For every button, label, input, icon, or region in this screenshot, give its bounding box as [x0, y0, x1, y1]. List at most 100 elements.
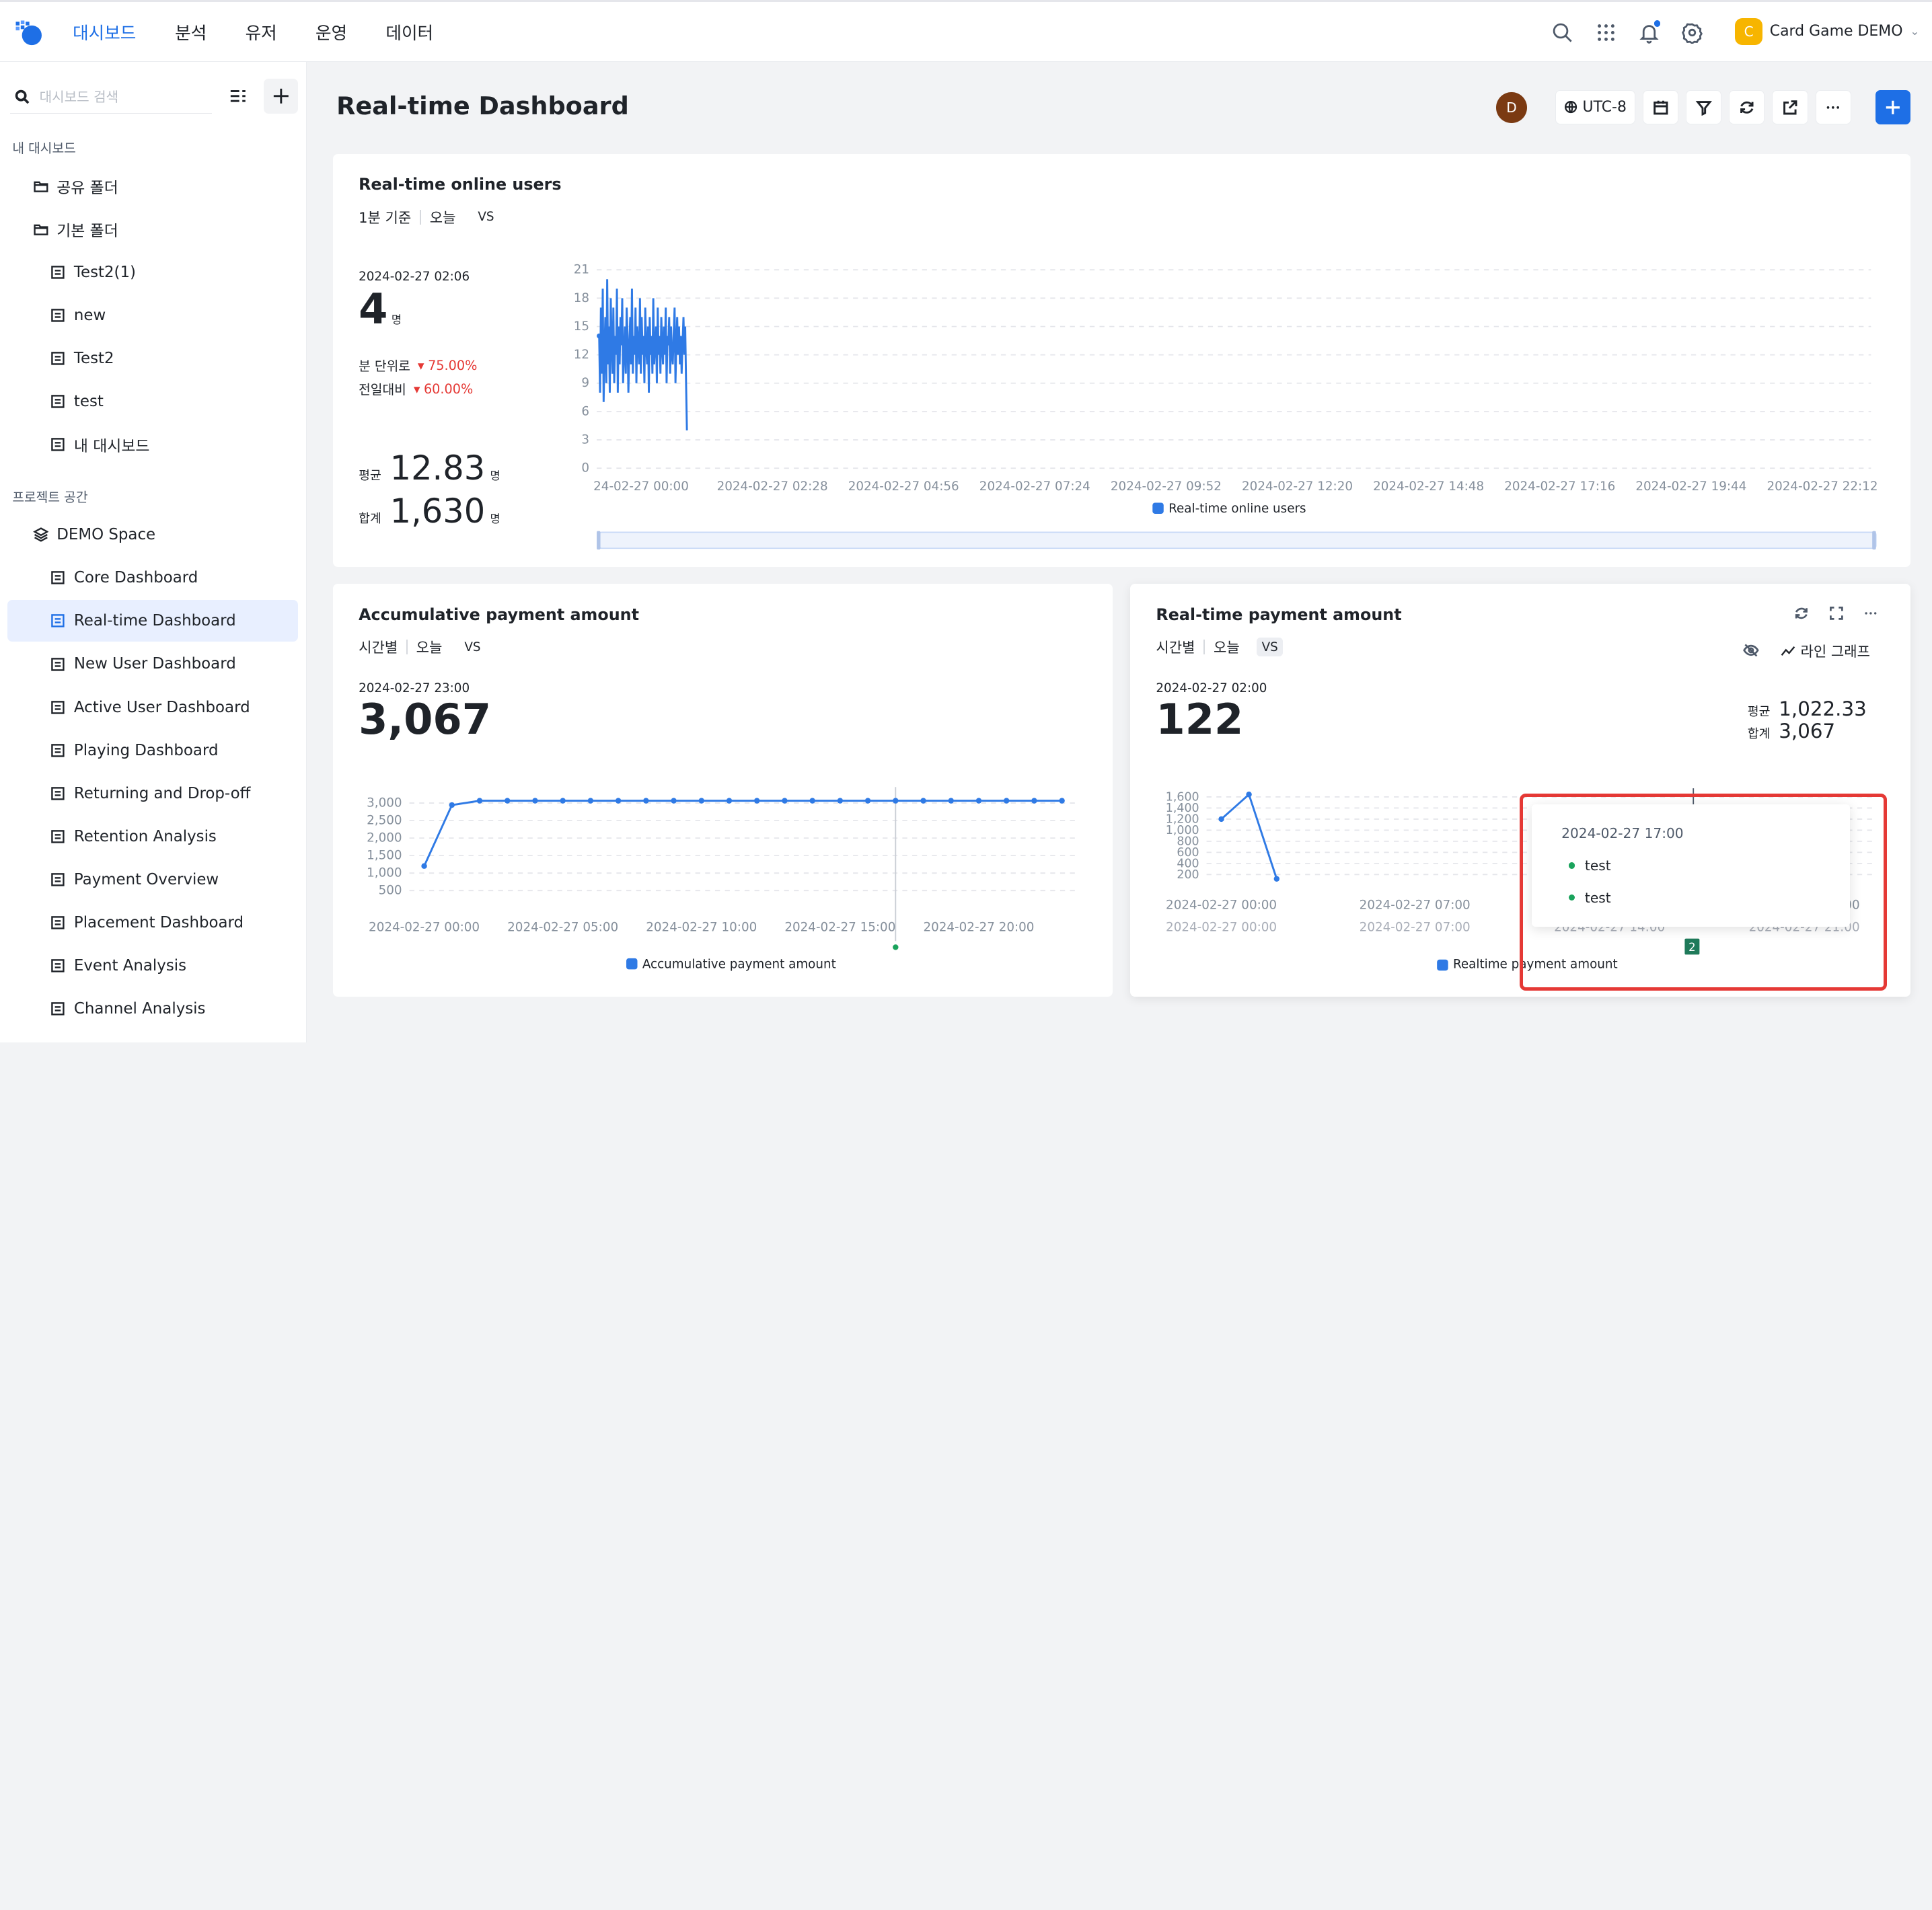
more-horizontal-icon[interactable] — [1861, 604, 1880, 623]
sidebar-item-project-9[interactable]: Event Analysis — [7, 945, 298, 987]
data-point — [560, 798, 566, 804]
calendar-button[interactable] — [1643, 89, 1679, 125]
y-tick-label: 12 — [573, 348, 589, 362]
series-start-point — [596, 333, 602, 339]
sidebar-item-project-1[interactable]: Real-time Dashboard — [7, 600, 299, 642]
project-name: Card Game DEMO — [1769, 23, 1903, 40]
sidebar-item-project-2[interactable]: New User Dashboard — [7, 643, 298, 685]
x-tick-label: 2024-02-27 00:00 — [1166, 899, 1277, 913]
app-root: 대시보드 분석 유저 운영 데이터 C Card Game DEMO ⌄ — [0, 0, 1932, 1042]
sidebar-item-my-0[interactable]: 공유 폴더 — [7, 165, 298, 206]
y-tick-label: 1,400 — [1166, 802, 1199, 815]
x-tick-label: 2024-02-27 00:00 — [369, 921, 480, 935]
legend-label: Accumulative payment amount — [642, 958, 835, 972]
chevron-down-icon: ⌄ — [1910, 25, 1920, 38]
sidebar-item-project-3[interactable]: Active User Dashboard — [7, 686, 298, 728]
search-icon[interactable] — [1551, 20, 1575, 45]
sidebar-item-project-8[interactable]: Placement Dashboard — [7, 902, 298, 944]
sidebar-item-project-0[interactable]: Core Dashboard — [7, 557, 298, 599]
interval-filter[interactable]: 시간별 — [359, 639, 398, 656]
nav-analysis[interactable]: 분석 — [175, 23, 207, 44]
project-selector[interactable]: C Card Game DEMO ⌄ — [1735, 17, 1920, 46]
dashboard-search-input[interactable] — [39, 89, 200, 106]
apps-grid-icon[interactable] — [1594, 20, 1619, 45]
latest-timestamp: 2024-02-27 02:06 — [359, 270, 470, 284]
line-graph-toggle[interactable]: 라인 그래프 — [1781, 641, 1870, 661]
y-tick-label: 600 — [1177, 846, 1199, 860]
interval-filter[interactable]: 시간별 — [1156, 639, 1195, 656]
day-comparison: 전일대비 ▾ 60.00% — [359, 381, 474, 398]
highlight-box — [1519, 793, 1887, 991]
bell-icon[interactable] — [1637, 20, 1662, 45]
x-tick-label: 24-02-27 00:00 — [593, 480, 689, 494]
fullscreen-icon[interactable] — [1826, 604, 1846, 623]
nav-operations[interactable]: 운영 — [315, 23, 348, 44]
interval-filter[interactable]: 1분 기준 — [359, 208, 412, 226]
sidebar-item-my-1[interactable]: 기본 폴더 — [7, 208, 298, 250]
refresh-icon[interactable] — [1792, 604, 1812, 623]
y-tick-label: 1,000 — [1166, 824, 1199, 837]
app-logo[interactable] — [12, 17, 44, 49]
x-tick-label-compare: 2024-02-27 07:00 — [1360, 921, 1471, 935]
data-point — [975, 798, 981, 804]
y-tick-label: 1,500 — [367, 849, 402, 863]
add-widget-button[interactable] — [1875, 89, 1910, 125]
sidebar-item-my-3[interactable]: new — [7, 295, 298, 336]
nav-dashboard[interactable]: 대시보드 — [73, 23, 137, 44]
dashboard-icon — [49, 957, 67, 975]
sidebar-item-my-4[interactable]: Test2 — [7, 338, 298, 379]
filter-button[interactable] — [1686, 89, 1722, 125]
card-title: Real-time payment amount — [1156, 605, 1402, 624]
compare-vs-toggle[interactable]: VS — [464, 640, 481, 654]
sidebar-item-project-4[interactable]: Playing Dashboard — [7, 730, 298, 771]
compare-vs-toggle[interactable]: VS — [478, 210, 494, 225]
range-slider-handle — [596, 531, 601, 550]
y-tick-label: 3 — [581, 433, 589, 447]
day-filter[interactable]: 오늘 — [1213, 639, 1240, 656]
tooltip-row: test — [1569, 890, 1611, 906]
dashboard-icon — [49, 307, 67, 324]
nav-data[interactable]: 데이터 — [385, 23, 434, 44]
y-tick-label: 0 — [581, 461, 589, 475]
x-tick-label: 2024-02-27 20:00 — [923, 921, 1034, 935]
dashboard-icon — [49, 871, 67, 888]
page-title: Real-time Dashboard — [336, 91, 629, 120]
y-tick-label: 1,200 — [1166, 813, 1199, 827]
sidebar-item-project-5[interactable]: Returning and Drop-off — [7, 773, 298, 814]
sidebar-item-my-5[interactable]: test — [7, 381, 298, 422]
accumulative-payment-chart[interactable]: 500 1,000 1,500 2,000 2,500 3,000 2024-02-27 0… — [333, 584, 1113, 997]
timezone-button[interactable]: UTC-8 — [1555, 89, 1636, 125]
data-point — [809, 798, 815, 804]
refresh-button[interactable] — [1729, 89, 1765, 125]
export-button[interactable] — [1772, 89, 1808, 125]
sidebar-item-label: Channel Analysis — [73, 1000, 206, 1018]
sidebar-item-label: 공유 폴더 — [57, 179, 118, 197]
settings-gear-icon[interactable] — [1680, 20, 1705, 45]
refresh-icon — [1740, 101, 1754, 114]
card-accumulative-payment: Accumulative payment amount 시간별 오늘 VS 20… — [332, 584, 1113, 997]
data-point — [420, 863, 427, 870]
list-view-toggle-button[interactable] — [221, 79, 255, 113]
sidebar-item-project-7[interactable]: Payment Overview — [7, 859, 298, 901]
day-filter[interactable]: 오늘 — [416, 639, 443, 656]
compare-vs-toggle[interactable]: VS — [1257, 637, 1284, 657]
sidebar-item-my-6[interactable]: 내 대시보드 — [7, 424, 298, 465]
y-tick-label: 21 — [573, 263, 589, 277]
eye-off-icon[interactable] — [1742, 641, 1761, 660]
add-dashboard-button[interactable] — [264, 79, 299, 114]
sidebar-item-label: Retention Analysis — [73, 827, 217, 845]
more-options-button[interactable] — [1815, 89, 1851, 125]
online-users-chart[interactable]: 0 3 6 9 12 15 18 21 24-02-27 00:00 2024-02-27 02:… — [333, 154, 1910, 567]
sidebar-item-label: Payment Overview — [73, 871, 219, 889]
hover-marker-label: 2 — [1688, 941, 1695, 954]
sidebar-item-project-6[interactable]: Retention Analysis — [7, 816, 298, 857]
nav-users[interactable]: 유저 — [245, 23, 277, 44]
project-space-demo[interactable]: DEMO Space — [7, 514, 298, 556]
data-point — [892, 798, 899, 804]
sidebar-item-my-2[interactable]: Test2(1) — [7, 252, 298, 293]
sum-stat: 합계 1,630 명 — [359, 491, 500, 531]
day-filter[interactable]: 오늘 — [429, 208, 456, 226]
sidebar-item-project-10[interactable]: Channel Analysis — [7, 988, 298, 1030]
avatar[interactable]: D — [1496, 92, 1527, 124]
legend-swatch — [1437, 960, 1448, 971]
